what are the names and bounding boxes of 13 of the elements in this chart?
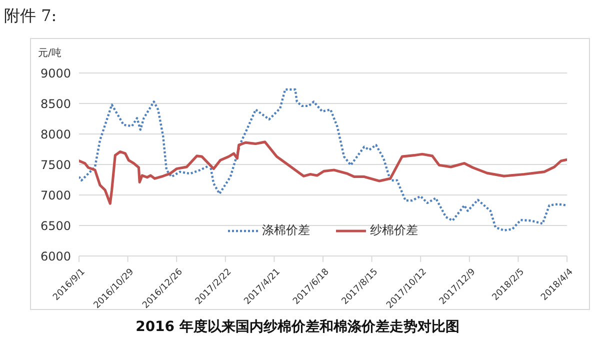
y-tick-label: 8000 <box>40 127 71 142</box>
y-tick-label: 7000 <box>40 188 71 202</box>
text: 2016 年度以来国内纱棉价差和棉涤价差走势对比图 <box>134 318 460 336</box>
y-tick-label: 8500 <box>40 96 71 111</box>
legend-label: 涤棉价差 <box>262 222 310 239</box>
line-series <box>79 140 567 205</box>
y-tick-label: 9000 <box>40 66 71 80</box>
y-tick-label: 7500 <box>40 158 71 172</box>
text: 附件 7: <box>4 6 57 27</box>
legend-label: 纱棉价差 <box>370 222 418 239</box>
y-axis-title: 元/吨 <box>38 46 62 60</box>
y-tick-label: 6500 <box>40 218 71 233</box>
y-tick-label: 6000 <box>40 249 71 264</box>
